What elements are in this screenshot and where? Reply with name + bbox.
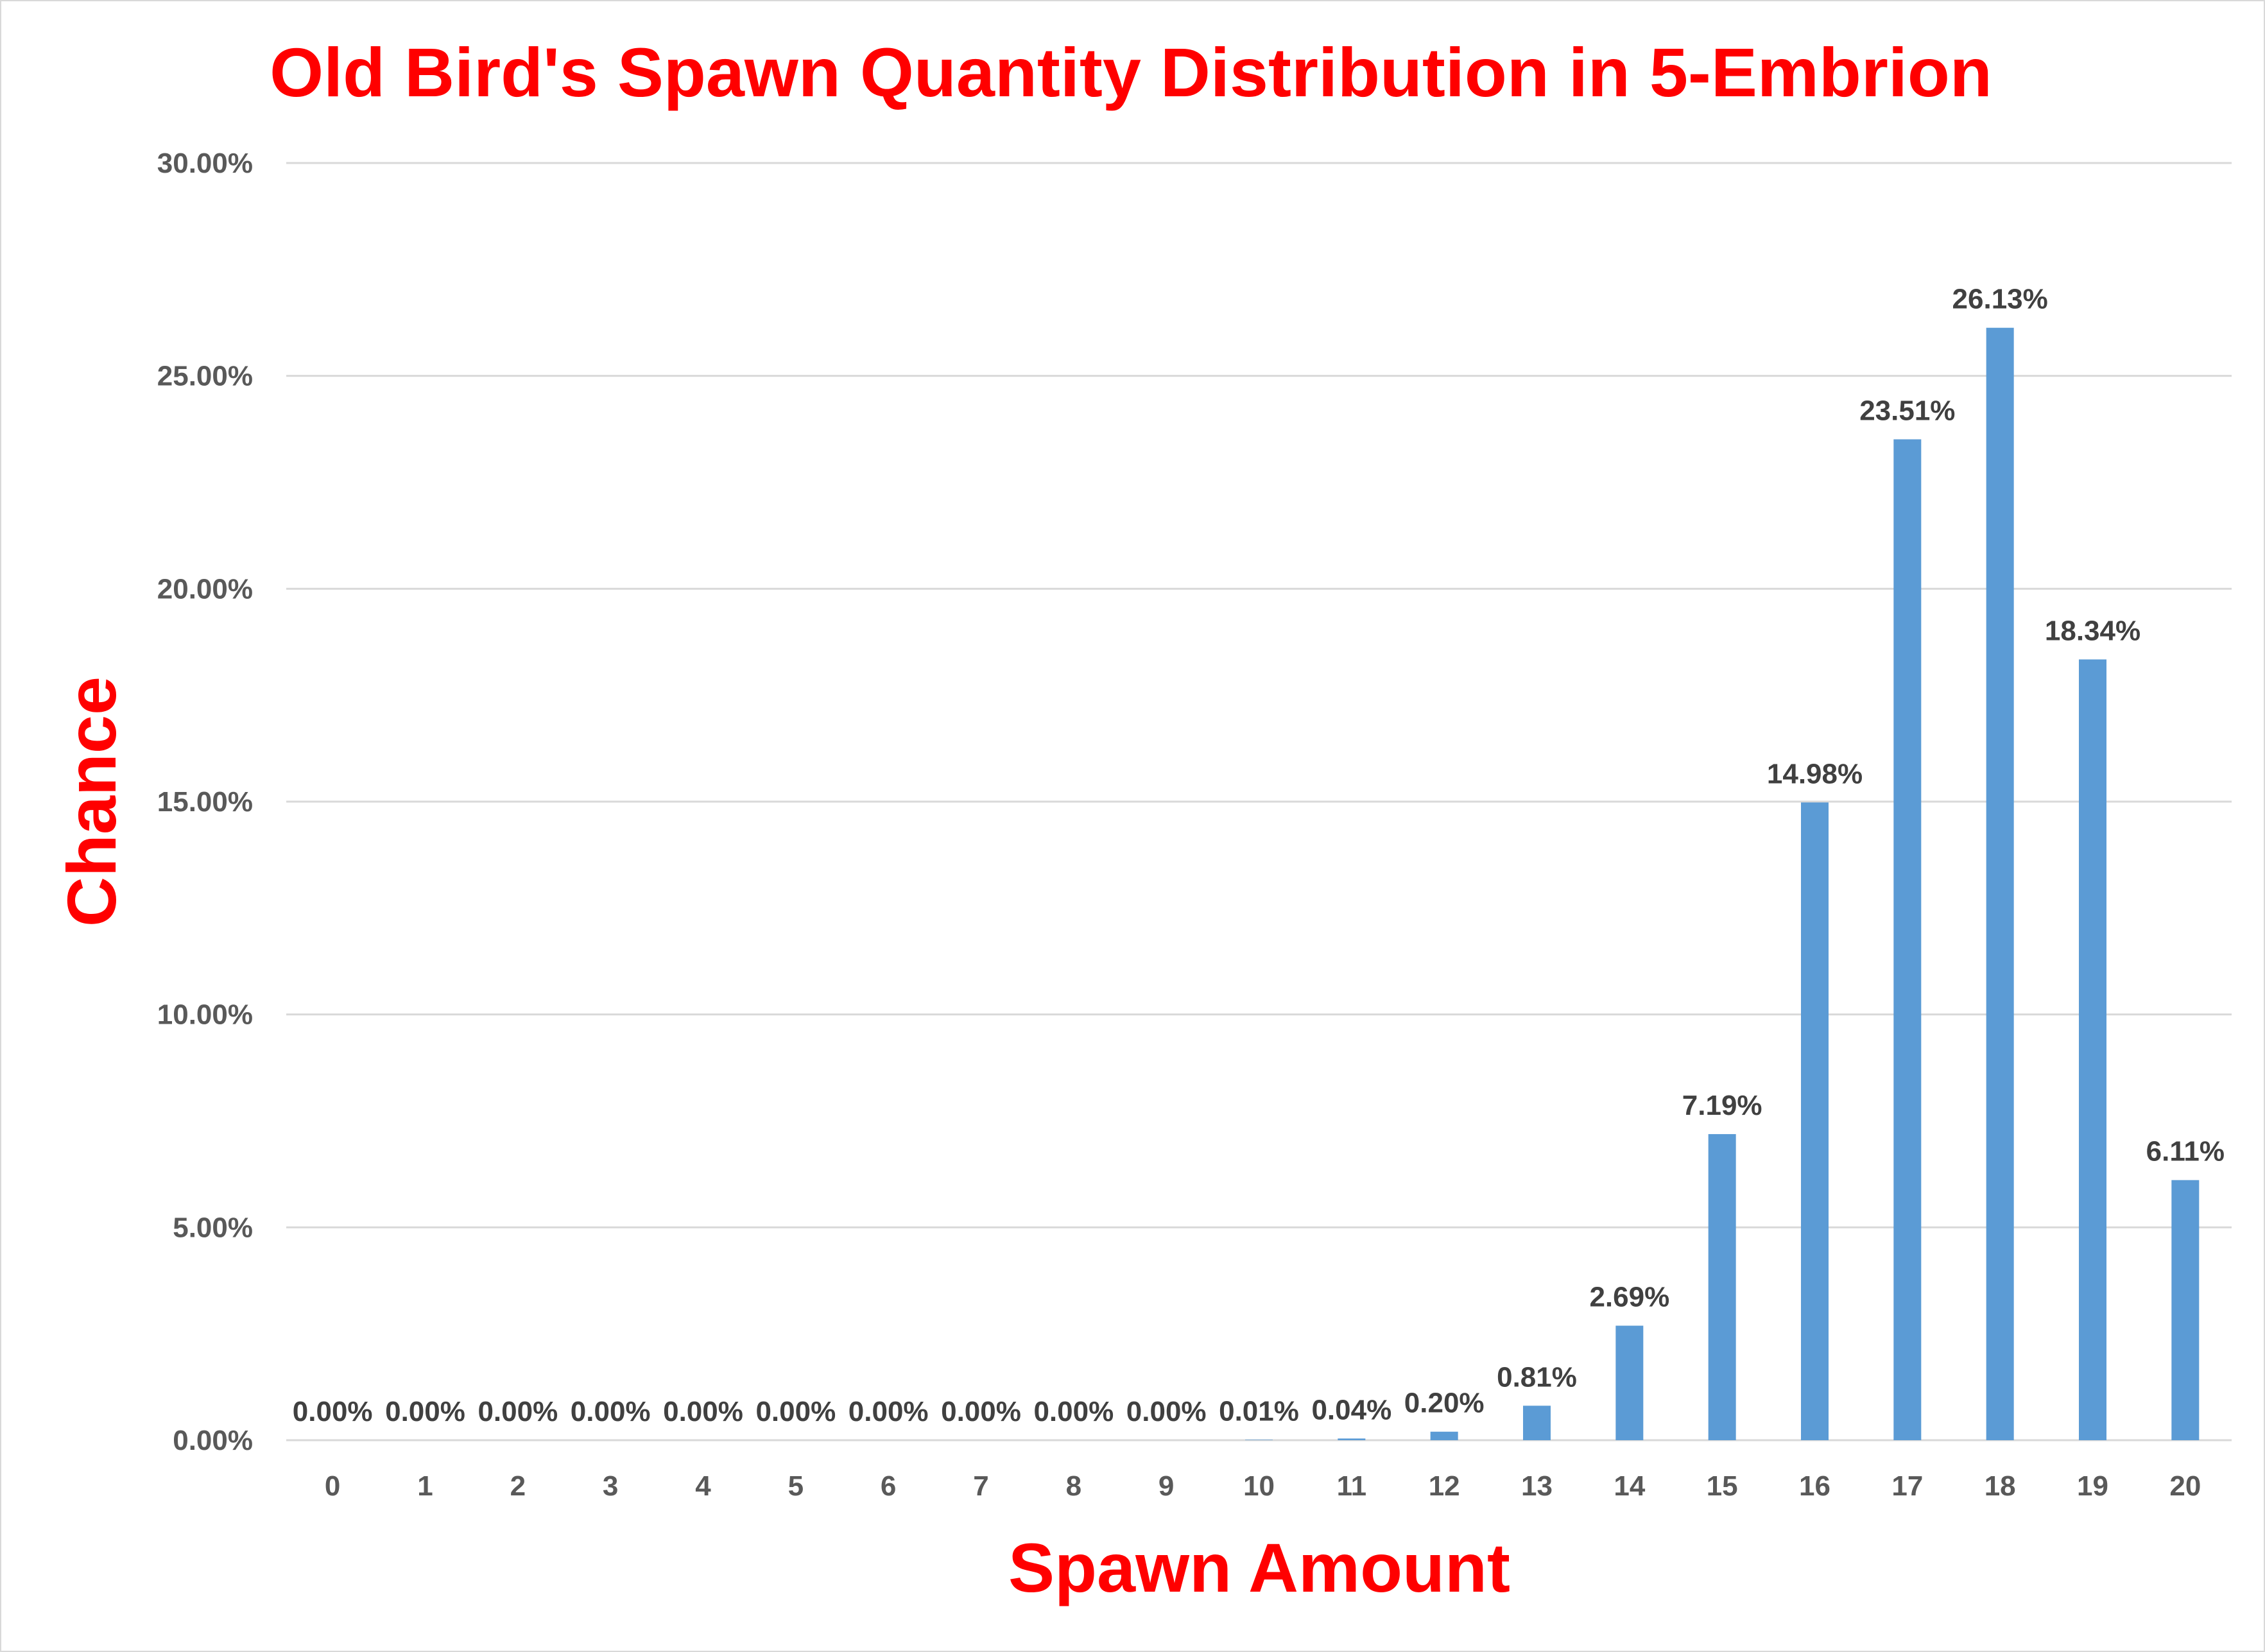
data-label: 0.00%: [1126, 1396, 1207, 1427]
x-tick-label: 3: [603, 1470, 618, 1502]
x-tick-label: 0: [325, 1470, 340, 1502]
y-axis-title: Chance: [53, 676, 130, 927]
data-label: 0.00%: [1033, 1396, 1114, 1427]
bar: [1893, 439, 1922, 1440]
data-label: 26.13%: [1952, 284, 2048, 315]
bar: [1523, 1406, 1551, 1440]
bar: [1615, 1325, 1644, 1440]
x-tick-label: 9: [1158, 1470, 1174, 1502]
data-label: 0.00%: [941, 1396, 1021, 1427]
data-label: 0.00%: [848, 1396, 929, 1427]
x-tick-label: 7: [973, 1470, 988, 1502]
x-tick-label: 20: [2169, 1470, 2201, 1502]
data-label: 0.00%: [755, 1396, 836, 1427]
x-tick-label: 6: [881, 1470, 896, 1502]
y-tick-label: 25.00%: [157, 361, 253, 392]
bar: [1708, 1134, 1736, 1440]
data-label: 0.00%: [478, 1396, 558, 1427]
data-label: 18.34%: [2045, 615, 2140, 646]
data-label: 6.11%: [2146, 1136, 2225, 1167]
y-tick-label: 20.00%: [157, 573, 253, 605]
data-label: 0.20%: [1404, 1388, 1485, 1419]
data-label: 0.00%: [385, 1396, 465, 1427]
data-label: 2.69%: [1589, 1282, 1669, 1313]
data-label: 23.51%: [1859, 395, 1955, 427]
x-tick-label: 11: [1337, 1470, 1367, 1502]
x-tick-label: 10: [1243, 1470, 1275, 1502]
x-axis-title: Spawn Amount: [1008, 1529, 1510, 1606]
x-tick-label: 17: [1891, 1470, 1923, 1502]
y-tick-label: 0.00%: [173, 1425, 253, 1456]
bar: [1801, 802, 1829, 1440]
x-tick-label: 14: [1614, 1470, 1645, 1502]
x-tick-label: 15: [1707, 1470, 1738, 1502]
data-label: 0.00%: [663, 1396, 743, 1427]
y-tick-label: 5.00%: [173, 1212, 253, 1243]
x-tick-label: 19: [2077, 1470, 2108, 1502]
data-label: 0.01%: [1219, 1395, 1299, 1427]
data-label: 0.00%: [293, 1396, 373, 1427]
x-tick-label: 2: [510, 1470, 526, 1502]
y-tick-label: 15.00%: [157, 786, 253, 818]
bar: [1986, 327, 2014, 1441]
x-tick-label: 13: [1521, 1470, 1553, 1502]
y-tick-label: 30.00%: [157, 148, 253, 179]
x-tick-label: 4: [695, 1470, 711, 1502]
x-tick-label: 18: [1985, 1470, 2016, 1502]
bar: [1430, 1431, 1458, 1440]
bar: [1338, 1438, 1366, 1440]
x-tick-label: 12: [1429, 1470, 1460, 1502]
data-label: 0.00%: [571, 1396, 651, 1427]
x-tick-label: 16: [1799, 1470, 1830, 1502]
chart-title: Old Bird's Spawn Quantity Distribution i…: [270, 33, 1992, 111]
data-label: 0.04%: [1311, 1394, 1391, 1425]
bar: [2079, 659, 2106, 1440]
data-label: 0.81%: [1497, 1361, 1577, 1393]
data-label: 14.98%: [1767, 758, 1863, 789]
x-tick-label: 8: [1066, 1470, 1081, 1502]
y-tick-label: 10.00%: [157, 999, 253, 1031]
x-tick-label: 5: [788, 1470, 804, 1502]
bar: [2171, 1180, 2200, 1440]
data-label: 7.19%: [1682, 1090, 1762, 1121]
x-tick-label: 1: [417, 1470, 433, 1502]
